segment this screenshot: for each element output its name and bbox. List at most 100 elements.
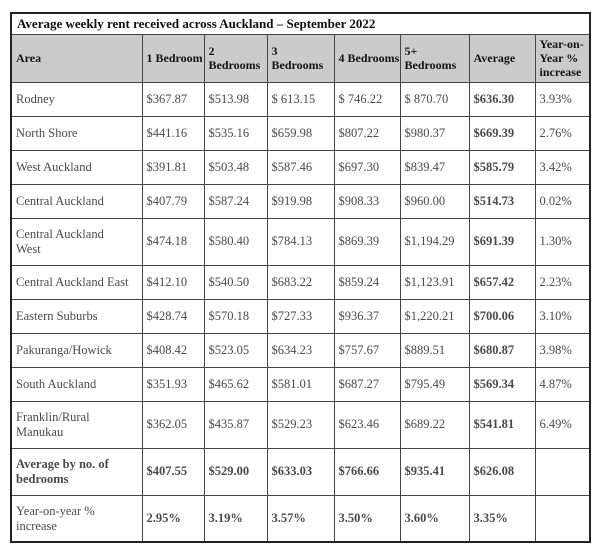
- column-header-5plus-bedrooms: 5+ Bedrooms: [399, 33, 470, 83]
- table-row: Central Auckland East $412.10 $540.50 $683.…: [10, 264, 591, 300]
- area-label: Central Auckland East: [16, 274, 129, 289]
- column-header-3-bedrooms: 3 Bedrooms: [266, 33, 335, 83]
- rent-table-body: Rodney $367.87 $513.98 $ 613.15 $ 746.22 $ 87…: [10, 81, 591, 543]
- value-cell: $634.23: [266, 332, 335, 368]
- value-cell: [534, 494, 591, 543]
- area-cell: South Auckland: [10, 366, 143, 402]
- value-cell: 3.60%: [399, 494, 470, 543]
- value-cell: $587.24: [203, 183, 268, 219]
- value-cell: $541.81: [468, 400, 536, 449]
- value-cell: $908.33: [333, 183, 401, 219]
- header-row: Area 1 Bedroom 2 Bedrooms 3 Bedrooms 4 B…: [10, 33, 591, 83]
- value-cell: 1.30%: [534, 217, 591, 266]
- value-cell: 2.23%: [534, 264, 591, 300]
- value-cell: $523.05: [203, 332, 268, 368]
- area-cell: Central Auckland: [10, 183, 143, 219]
- column-header-2-bedrooms: 2 Bedrooms: [203, 33, 268, 83]
- value-cell: $727.33: [266, 298, 335, 334]
- value-cell: 6.49%: [534, 400, 591, 449]
- table-row: Eastern Suburbs $428.74 $570.18 $727.33 $936…: [10, 298, 591, 334]
- value-cell: 3.42%: [534, 149, 591, 185]
- value-cell: $513.98: [203, 81, 268, 117]
- column-header-average: Average: [468, 33, 536, 83]
- value-cell: $869.39: [333, 217, 401, 266]
- value-cell: 3.93%: [534, 81, 591, 117]
- table-row: Year-on-year % increase 2.95% 3.19% 3.57% 3.…: [10, 494, 591, 543]
- value-cell: $540.50: [203, 264, 268, 300]
- area-label: Central Auckland: [16, 193, 104, 208]
- table-row: Average by no. of bedrooms $407.55 $529.00…: [10, 447, 591, 496]
- column-header-1-bedroom: 1 Bedroom: [141, 33, 205, 83]
- value-cell: $407.79: [141, 183, 205, 219]
- value-cell: $691.39: [468, 217, 536, 266]
- table-row: Pakuranga/Howick $408.42 $523.05 $634.23 $75…: [10, 332, 591, 368]
- value-cell: [534, 447, 591, 496]
- value-cell: $659.98: [266, 115, 335, 151]
- value-cell: $570.18: [203, 298, 268, 334]
- value-cell: $960.00: [399, 183, 470, 219]
- value-cell: $529.00: [203, 447, 268, 496]
- value-cell: $697.30: [333, 149, 401, 185]
- value-cell: $680.87: [468, 332, 536, 368]
- value-cell: 2.76%: [534, 115, 591, 151]
- value-cell: $626.08: [468, 447, 536, 496]
- value-cell: $839.47: [399, 149, 470, 185]
- value-cell: $683.22: [266, 264, 335, 300]
- column-header-4-bedrooms: 4 Bedrooms: [333, 33, 401, 83]
- value-cell: $529.23: [266, 400, 335, 449]
- table-row: South Auckland $351.93 $465.62 $581.01 $687.…: [10, 366, 591, 402]
- value-cell: $391.81: [141, 149, 205, 185]
- area-cell: North Shore: [10, 115, 143, 151]
- value-cell: 4.87%: [534, 366, 591, 402]
- value-cell: $435.87: [203, 400, 268, 449]
- value-cell: 3.50%: [333, 494, 401, 543]
- value-cell: $581.01: [266, 366, 335, 402]
- value-cell: $1,194.29: [399, 217, 470, 266]
- value-cell: $569.34: [468, 366, 536, 402]
- area-label: Pakuranga/Howick: [16, 342, 112, 357]
- value-cell: $ 613.15: [266, 81, 335, 117]
- value-cell: $441.16: [141, 115, 205, 151]
- table-row: Central Auckland $407.79 $587.24 $919.98 $90…: [10, 183, 591, 219]
- value-cell: $935.41: [399, 447, 470, 496]
- value-cell: $784.13: [266, 217, 335, 266]
- value-cell: $700.06: [468, 298, 536, 334]
- value-cell: 3.98%: [534, 332, 591, 368]
- value-cell: $980.37: [399, 115, 470, 151]
- table-row: North Shore $441.16 $535.16 $659.98 $807.22 $…: [10, 115, 591, 151]
- area-cell: Year-on-year % increase: [10, 494, 143, 543]
- value-cell: $795.49: [399, 366, 470, 402]
- value-cell: $1,220.21: [399, 298, 470, 334]
- value-cell: $585.79: [468, 149, 536, 185]
- value-cell: 3.35%: [468, 494, 536, 543]
- area-label: Average by no. of bedrooms: [16, 456, 109, 486]
- table-row: Central Auckland West $474.18 $580.40 $784.…: [10, 217, 591, 266]
- value-cell: $633.03: [266, 447, 335, 496]
- area-cell: Central Auckland East: [10, 264, 143, 300]
- value-cell: $580.40: [203, 217, 268, 266]
- area-label: South Auckland: [16, 376, 97, 391]
- area-cell: Pakuranga/Howick: [10, 332, 143, 368]
- value-cell: $1,123.91: [399, 264, 470, 300]
- value-cell: 3.19%: [203, 494, 268, 543]
- value-cell: $ 870.70: [399, 81, 470, 117]
- value-cell: $514.73: [468, 183, 536, 219]
- value-cell: $889.51: [399, 332, 470, 368]
- value-cell: $669.39: [468, 115, 536, 151]
- value-cell: $503.48: [203, 149, 268, 185]
- value-cell: $657.42: [468, 264, 536, 300]
- area-label: Central Auckland West: [16, 226, 104, 256]
- area-cell: Franklin/Rural Manukau: [10, 400, 143, 449]
- column-header-yoy-increase: Year-on-Year % increase: [534, 33, 591, 83]
- table-row: Rodney $367.87 $513.98 $ 613.15 $ 746.22 $ 87…: [10, 81, 591, 117]
- area-label: North Shore: [16, 125, 78, 140]
- value-cell: $587.46: [266, 149, 335, 185]
- value-cell: $636.30: [468, 81, 536, 117]
- value-cell: $367.87: [141, 81, 205, 117]
- value-cell: 3.57%: [266, 494, 335, 543]
- value-cell: $351.93: [141, 366, 205, 402]
- value-cell: $408.42: [141, 332, 205, 368]
- table-row: Franklin/Rural Manukau $362.05 $435.87 $529…: [10, 400, 591, 449]
- value-cell: $362.05: [141, 400, 205, 449]
- value-cell: $859.24: [333, 264, 401, 300]
